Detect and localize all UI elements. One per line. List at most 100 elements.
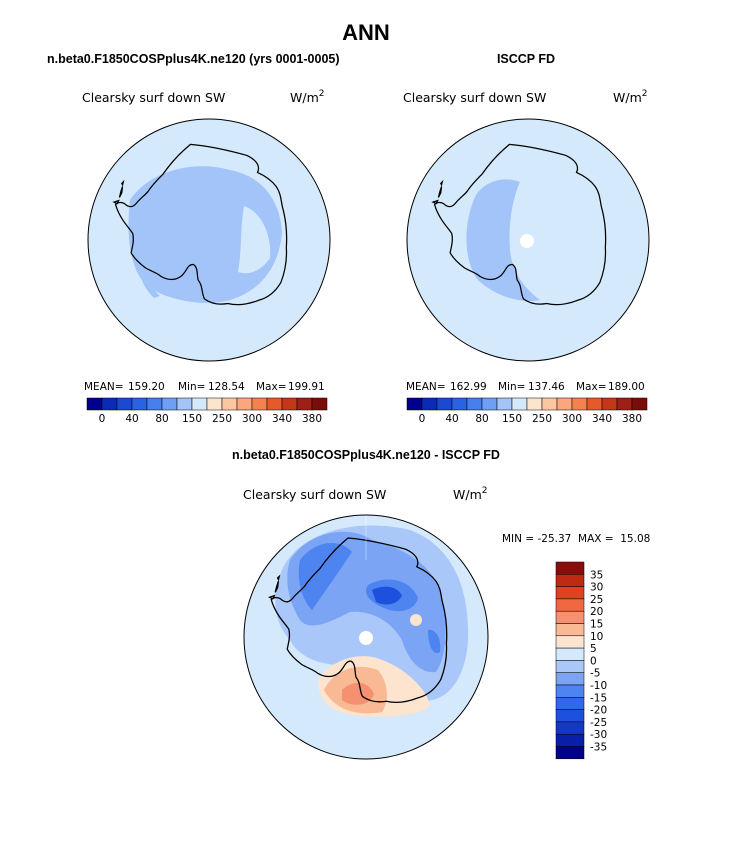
colorbar-swatch xyxy=(526,397,543,411)
colorbar-swatch xyxy=(146,397,163,411)
colorbar-swatch xyxy=(555,635,585,649)
stats-obs: MEAN= 162.99 Min= 137.46 Max= 189.00 xyxy=(406,381,645,393)
colorbar-tick-label: 40 xyxy=(445,413,458,425)
colorbar-swatch xyxy=(555,574,585,587)
colorbar-swatch xyxy=(541,397,558,411)
colorbar-tick-label: 0 xyxy=(419,413,426,425)
missing-data-hole xyxy=(520,234,534,248)
stats-model-min: 128.54 xyxy=(208,381,245,393)
colorbar-tick-label: 340 xyxy=(592,413,612,425)
colorbar-swatch xyxy=(101,397,118,411)
colorbar-label: -35 xyxy=(590,742,607,754)
colorbar-swatch xyxy=(131,397,148,411)
colorbar-swatch xyxy=(436,397,453,411)
colorbar-swatch xyxy=(161,397,178,411)
colorbar-swatch xyxy=(555,623,585,637)
colorbar-swatch xyxy=(406,397,423,411)
panel-diff-units: W/m2 xyxy=(453,486,487,502)
colorbar-swatch xyxy=(555,733,585,747)
colorbar-label: -20 xyxy=(590,705,607,717)
panel-obs-units: W/m2 xyxy=(613,89,647,105)
colorbar-difference xyxy=(555,561,585,760)
colorbar-swatch xyxy=(281,397,298,411)
colorbar-swatch xyxy=(556,397,573,411)
colorbar-label: -10 xyxy=(590,680,607,692)
colorbar-label: 5 xyxy=(590,643,597,655)
colorbar-label: 25 xyxy=(590,594,603,606)
stats-obs-mean: 162.99 xyxy=(450,381,487,393)
colorbar-swatch xyxy=(206,397,223,411)
colorbar-label: -30 xyxy=(590,729,607,741)
colorbar-obs xyxy=(406,397,648,411)
colorbar-obs-ticks: 0 40 80 150 250 300 340 380 xyxy=(419,413,642,425)
colorbar-swatch xyxy=(555,647,585,661)
colorbar-tick-label: 40 xyxy=(125,413,138,425)
panel-diff-title: n.beta0.F1850COSPplus4K.ne120 - ISCCP FD xyxy=(232,448,500,462)
colorbar-label: -15 xyxy=(590,692,607,704)
colorbar-swatch xyxy=(555,697,585,710)
colorbar-tick-label: 150 xyxy=(502,413,522,425)
colorbar-swatch xyxy=(296,397,313,411)
missing-data-hole xyxy=(359,631,373,645)
colorbar-label: 0 xyxy=(590,655,597,667)
colorbar-swatch xyxy=(555,598,585,612)
colorbar-swatch xyxy=(116,397,133,411)
panel-obs: ISCCP FD Clearsky surf down SW W/m2 MEAN… xyxy=(403,52,650,425)
colorbar-tick-label: 300 xyxy=(242,413,262,425)
colorbar-tick-label: 80 xyxy=(155,413,168,425)
map-obs xyxy=(406,118,650,362)
colorbar-swatch xyxy=(555,684,585,698)
colorbar-swatch xyxy=(511,397,528,411)
colorbar-tick-label: 300 xyxy=(562,413,582,425)
colorbar-model-ticks: 0 40 80 150 250 300 340 380 xyxy=(99,413,322,425)
colorbar-swatch xyxy=(481,397,498,411)
colorbar-swatch xyxy=(555,610,585,624)
colorbar-swatch xyxy=(555,561,585,575)
colorbar-label: 35 xyxy=(590,569,603,581)
colorbar-swatch xyxy=(555,586,585,600)
colorbar-label: -25 xyxy=(590,717,607,729)
colorbar-label: 30 xyxy=(590,582,603,594)
colorbar-swatch xyxy=(86,397,103,411)
colorbar-label: 20 xyxy=(590,606,603,618)
stats-model-max-label: Max= xyxy=(256,381,287,393)
stats-obs-max-label: Max= xyxy=(576,381,607,393)
colorbar-swatch xyxy=(586,397,603,411)
colorbar-swatch xyxy=(251,397,268,411)
panel-model-variable: Clearsky surf down SW xyxy=(82,90,225,105)
colorbar-tick-label: 0 xyxy=(99,413,106,425)
colorbar-tick-label: 380 xyxy=(302,413,322,425)
colorbar-tick-label: 340 xyxy=(272,413,292,425)
colorbar-swatch xyxy=(236,397,253,411)
stats-model-max: 199.91 xyxy=(288,381,325,393)
colorbar-tick-label: 380 xyxy=(622,413,642,425)
colorbar-tick-label: 250 xyxy=(532,413,552,425)
panel-obs-title: ISCCP FD xyxy=(497,52,555,66)
colorbar-swatch xyxy=(571,397,588,411)
panel-diff-variable: Clearsky surf down SW xyxy=(243,487,386,502)
colorbar-tick-label: 80 xyxy=(475,413,488,425)
colorbar-tick-label: 150 xyxy=(182,413,202,425)
stats-obs-min: 137.46 xyxy=(528,381,565,393)
panel-model: n.beta0.F1850COSPplus4K.ne120 (yrs 0001-… xyxy=(47,52,340,425)
colorbar-label: 10 xyxy=(590,631,603,643)
colorbar-swatch xyxy=(616,397,633,411)
stats-obs-min-label: Min= xyxy=(498,381,525,393)
colorbar-swatch xyxy=(496,397,513,411)
stats-model-mean: 159.20 xyxy=(128,381,165,393)
stats-model: MEAN= 159.20 Min= 128.54 Max= 199.91 xyxy=(84,381,325,393)
map-difference xyxy=(243,514,489,760)
colorbar-model xyxy=(86,397,328,411)
map-model xyxy=(87,118,331,362)
colorbar-swatch xyxy=(601,397,618,411)
stats-obs-mean-label: MEAN= xyxy=(406,381,446,393)
colorbar-label: -5 xyxy=(590,668,600,680)
main-title: ANN xyxy=(342,20,390,45)
colorbar-swatch xyxy=(555,721,585,735)
colorbar-swatch xyxy=(555,660,585,673)
colorbar-label: 15 xyxy=(590,619,603,631)
panel-diff-minmax: MIN = -25.37 MAX = 15.08 xyxy=(502,533,650,545)
colorbar-swatch xyxy=(555,672,585,686)
colorbar-swatch xyxy=(555,709,585,723)
